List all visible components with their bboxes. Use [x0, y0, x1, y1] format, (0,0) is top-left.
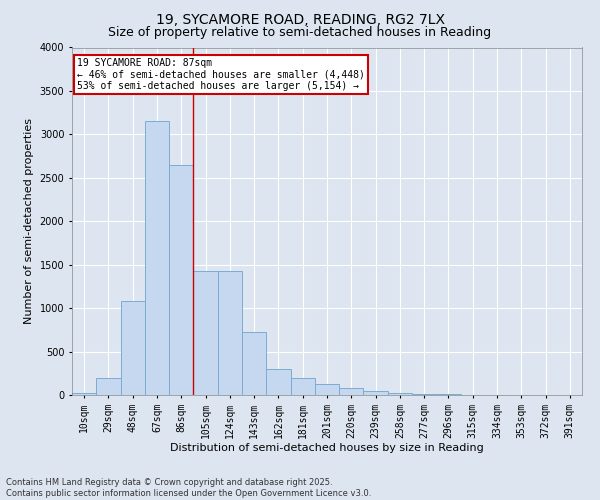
Text: 19, SYCAMORE ROAD, READING, RG2 7LX: 19, SYCAMORE ROAD, READING, RG2 7LX [155, 12, 445, 26]
Bar [290, 378, 315, 395]
Bar [169, 165, 193, 395]
Text: 19 SYCAMORE ROAD: 87sqm
← 46% of semi-detached houses are smaller (4,448)
53% of: 19 SYCAMORE ROAD: 87sqm ← 46% of semi-de… [77, 58, 365, 91]
Bar [315, 384, 339, 395]
Bar [388, 393, 412, 395]
Bar [242, 332, 266, 395]
Bar [266, 369, 290, 395]
Text: Contains HM Land Registry data © Crown copyright and database right 2025.
Contai: Contains HM Land Registry data © Crown c… [6, 478, 371, 498]
Bar [72, 394, 96, 395]
Bar [145, 122, 169, 395]
Bar [218, 271, 242, 395]
Bar [436, 394, 461, 395]
Bar [96, 378, 121, 395]
Text: Size of property relative to semi-detached houses in Reading: Size of property relative to semi-detach… [109, 26, 491, 39]
Bar [121, 301, 145, 395]
Bar [412, 394, 436, 395]
Bar [339, 388, 364, 395]
X-axis label: Distribution of semi-detached houses by size in Reading: Distribution of semi-detached houses by … [170, 444, 484, 454]
Y-axis label: Number of semi-detached properties: Number of semi-detached properties [24, 118, 34, 324]
Bar [364, 391, 388, 395]
Bar [193, 271, 218, 395]
